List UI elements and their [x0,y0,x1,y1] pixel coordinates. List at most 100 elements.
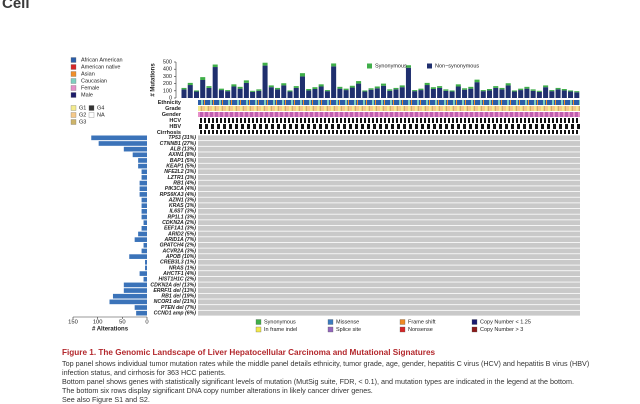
bar-segment [212,67,218,98]
legend-swatch [70,85,77,91]
bar [123,288,147,293]
oncoprint-row [198,225,580,231]
bar-segment [237,88,243,98]
gene-label: KEAP1 (5%) [166,163,196,169]
bar-segment [337,86,343,89]
bar-segment [443,90,449,98]
bar [109,299,147,305]
bar-segment [324,90,330,92]
gene-label: PTEN del (7%) [161,305,196,311]
annotation-tracks [198,100,580,134]
oncoprint-row [198,242,580,248]
gene-label: APOB (10%) [165,254,197,260]
bar-segment [543,85,549,88]
bar-segment [306,89,312,91]
y-tick-label: 200 [163,81,172,87]
bar [123,282,147,288]
legend-label: NA [97,112,105,118]
track-hbv [198,124,580,129]
bar-segment [462,88,468,90]
bar-segment [349,85,355,88]
legend-swatch [255,326,262,333]
bar [141,175,147,180]
bar-segment [511,91,517,98]
bar-segment [412,90,418,92]
legend-label: Nonsense [408,327,433,333]
legend-swatch [70,64,77,70]
bar [143,220,147,225]
oncoprint-row [198,310,580,316]
legend-label: Synonymous [264,319,296,325]
bar-segment [256,89,262,91]
bar-segment [561,90,567,98]
gene-label: RPS6KA3 (4%) [160,192,197,198]
bar-segment [193,90,200,92]
oncoprint-row [198,146,580,152]
bar-segment [530,90,536,98]
bar-segment [181,87,187,90]
bar-segment [430,89,436,98]
gene-label: RB1 (4%) [173,180,196,186]
bar-segment [231,86,237,98]
legend-swatch [70,105,77,111]
bar-segment [331,66,337,98]
legend-label: Synonymous [375,63,407,69]
bar-segment [462,89,468,98]
bar-segment [468,86,474,89]
track-label: HBV [169,124,181,130]
bar [132,152,147,158]
x-tick-label: 0 [145,320,148,326]
bar-segment [424,85,430,98]
bar-segment [187,85,193,98]
oncoprint-row [198,191,580,197]
legend-swatch [88,105,95,111]
gene-label: TP53 (31%) [168,135,196,141]
legend-swatch [427,63,432,69]
bar [141,214,147,220]
bar [143,276,147,282]
bar-segment [493,87,499,98]
gene-label: BAP1 (5%) [170,158,197,164]
track-label: Ethnicity [158,100,182,106]
bar-segment [349,87,355,98]
track-label: Gender [162,112,182,118]
legend-label: Asian [81,71,95,77]
x-tick-label: 50 [119,320,125,326]
bar-segment [181,89,187,98]
bar-segment [399,87,405,98]
bar [123,146,147,152]
bar-segment [356,81,362,84]
bar-segment [437,86,443,88]
logo: Cell [2,0,30,12]
bar-segment [393,89,399,98]
gene-label: ARID2 (5%) [167,231,196,237]
oncoprint-row [198,282,580,288]
oncoprint-row [198,271,580,277]
legend-label: G1 [79,105,86,111]
gene-label: ARID1A (7%) [163,237,196,243]
legend-swatch [327,319,334,325]
bar [138,163,147,169]
bar-segment [486,89,493,91]
oncoprint-row [198,135,580,141]
bar-segment [356,83,362,98]
track-label: Grade [165,106,181,112]
bar-segment [418,90,424,98]
gene-label: IL6ST (3%) [169,209,196,215]
legend-label: Female [81,85,99,91]
legend-swatch [471,319,478,325]
bar [143,242,147,248]
legend-label: Caucasian [81,78,107,84]
bar-segment [206,86,212,88]
legend-swatch [399,326,406,333]
bar [138,158,147,163]
oncoprint-row [198,305,580,310]
gene-label: LZTR1 (3%) [167,175,196,181]
bar [145,259,147,265]
bar-segment [393,87,399,90]
bar [141,169,147,175]
bar [145,265,147,271]
legend-swatch [327,326,334,333]
bar-segment [468,88,474,98]
